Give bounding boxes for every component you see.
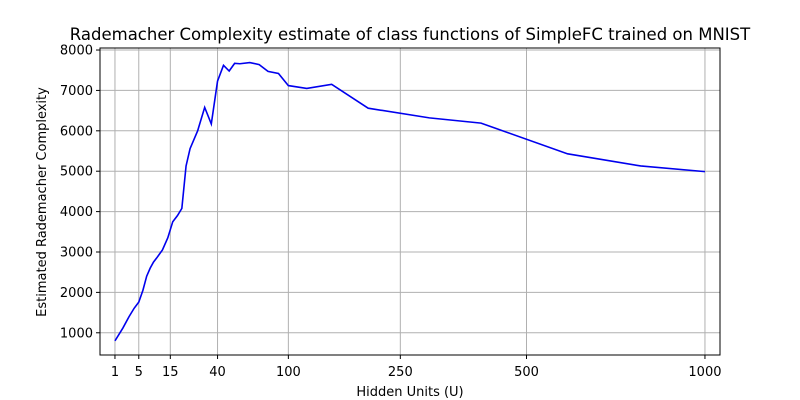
x-tick-label: 100: [276, 365, 301, 380]
y-tick-label: 7000: [60, 84, 93, 99]
y-tick-label: 3000: [60, 245, 93, 260]
x-tick-label: 15: [162, 365, 179, 380]
axis-ticks: 1 5 15 40 100 250 500 1000100020003000400050006…: [60, 44, 722, 380]
y-tick-label: 5000: [60, 165, 93, 180]
y-tick-label: 4000: [60, 205, 93, 220]
x-tick-label: 5: [135, 365, 143, 380]
x-tick-label: 250: [388, 365, 413, 380]
x-tick-label: 500: [514, 365, 539, 380]
chart-title: Rademacher Complexity estimate of class …: [70, 25, 751, 44]
plot-frame: [99, 47, 721, 356]
y-tick-label: 6000: [60, 124, 93, 139]
series-line: [114, 61, 706, 342]
x-tick-label: 1: [111, 365, 119, 380]
x-axis-label: Hidden Units (U): [356, 385, 463, 400]
x-tick-label: 40: [209, 365, 226, 380]
grid-lines: [100, 48, 720, 355]
y-tick-label: 8000: [60, 44, 93, 59]
y-tick-label: 1000: [60, 326, 93, 341]
y-axis-label: Estimated Rademacher Complexity: [35, 87, 50, 317]
y-tick-label: 2000: [60, 286, 93, 301]
x-tick-label: 1000: [688, 365, 721, 380]
